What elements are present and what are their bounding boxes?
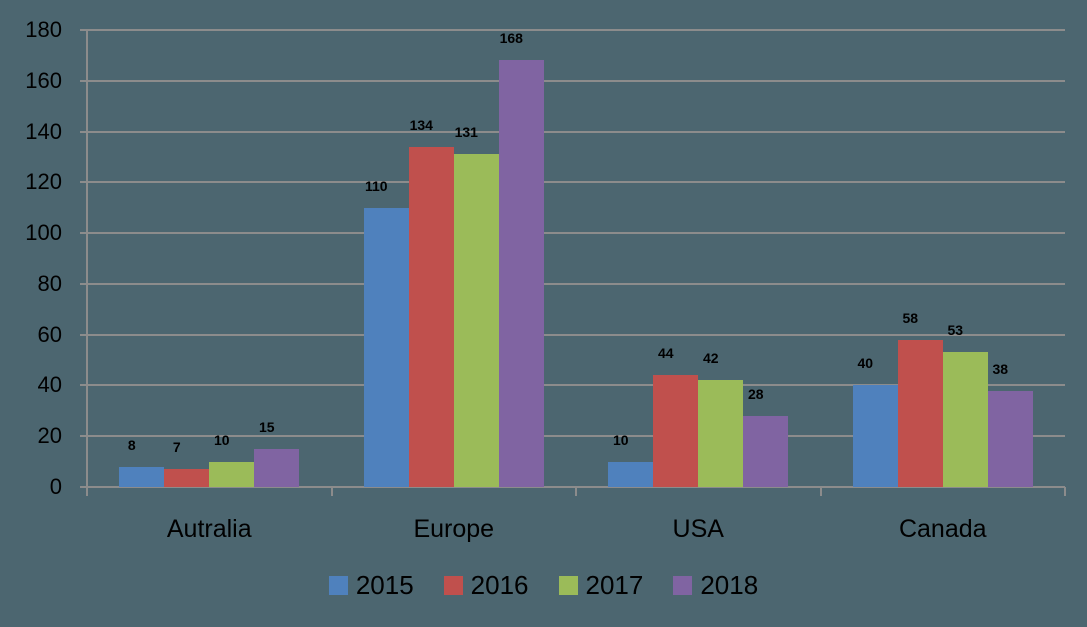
data-label: 10: [612, 431, 629, 448]
y-tick-label: 140: [25, 118, 62, 144]
bar-autralia-2016: [164, 469, 210, 487]
gridline: [80, 29, 1065, 31]
x-tick-mark: [575, 487, 577, 496]
y-tick-label: 180: [25, 17, 62, 42]
legend-swatch-icon: [558, 576, 578, 595]
data-label: 10: [213, 431, 230, 448]
x-tick-mark: [330, 487, 333, 496]
data-label: 168: [499, 30, 523, 47]
y-axis-line: [86, 30, 88, 496]
legend-label: 2018: [700, 570, 759, 600]
y-tick-label: 20: [37, 423, 62, 449]
gridline: [80, 333, 1065, 336]
legend-label: 2015: [355, 570, 414, 600]
data-label: 28: [747, 385, 764, 402]
x-tick-mark: [1064, 487, 1066, 496]
bar-canada-2016: [897, 339, 943, 487]
bar-europe-2016: [408, 146, 454, 487]
gridline: [80, 282, 1065, 285]
bar-europe-2017: [453, 154, 499, 487]
data-label: 40: [857, 355, 874, 372]
y-tick-label: 120: [25, 169, 62, 195]
data-label: 110: [364, 177, 388, 194]
data-label: 38: [992, 360, 1009, 377]
legend-item-2018: 2018: [673, 570, 758, 601]
bar-europe-2015: [363, 207, 409, 487]
y-tick-label: 0: [49, 474, 62, 499]
data-label: 42: [702, 350, 719, 367]
bar-europe-2018: [498, 60, 544, 487]
gridline: [80, 435, 1065, 438]
data-label: 131: [454, 124, 478, 141]
bar-autralia-2018: [254, 448, 300, 487]
data-label: 7: [172, 439, 181, 456]
category-label: Europe: [413, 515, 495, 543]
y-tick-label: 40: [37, 372, 62, 398]
legend-swatch-icon: [673, 576, 693, 595]
bar-usa-2017: [698, 380, 744, 487]
y-tick-label: 60: [37, 321, 62, 347]
data-label: 8: [127, 436, 136, 453]
gridline: [80, 181, 1065, 184]
gridline: [80, 130, 1065, 133]
bar-autralia-2015: [119, 466, 165, 487]
x-tick-mark: [86, 487, 88, 496]
legend: 2015 2016 2017 2018: [0, 570, 1087, 601]
bar-canada-2017: [942, 352, 988, 487]
category-label: USA: [672, 515, 724, 543]
data-label: 134: [409, 116, 433, 133]
data-label: 58: [902, 309, 919, 326]
legend-swatch-icon: [328, 576, 348, 595]
legend-item-2017: 2017: [558, 570, 644, 601]
legend-item-2016: 2016: [443, 570, 529, 601]
legend-label: 2016: [470, 570, 529, 600]
data-label: 15: [258, 418, 275, 435]
gridline: [80, 384, 1065, 387]
category-label: Canada: [898, 515, 987, 543]
bar-autralia-2017: [209, 461, 255, 487]
y-tick-label: 100: [25, 220, 62, 246]
legend-label: 2017: [585, 570, 644, 600]
gridline: [80, 79, 1065, 82]
legend-item-2015: 2015: [328, 570, 414, 601]
bar-canada-2018: [987, 390, 1033, 487]
bar-usa-2018: [743, 415, 789, 487]
bar-usa-2016: [653, 375, 699, 487]
y-tick-label: 80: [37, 270, 62, 296]
y-tick-label: 160: [25, 67, 62, 93]
bar-usa-2015: [608, 461, 654, 487]
x-tick-mark: [819, 487, 822, 496]
bar-canada-2015: [852, 385, 898, 487]
gridline: [80, 232, 1065, 235]
data-label: 44: [657, 345, 674, 362]
gridline: [80, 486, 1065, 488]
category-label: Autralia: [166, 515, 252, 543]
legend-swatch-icon: [443, 576, 463, 595]
data-label: 53: [947, 322, 964, 339]
